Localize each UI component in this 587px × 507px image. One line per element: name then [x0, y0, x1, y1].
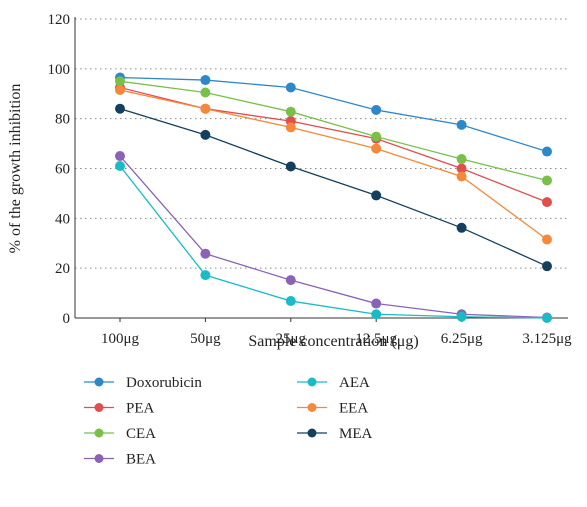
legend-item-bea: BEA [84, 452, 156, 468]
series-line-eea [119, 89, 548, 241]
series-mea [115, 103, 552, 272]
legend-label: PEA [126, 401, 155, 417]
data-point-doxorubicin [371, 104, 382, 115]
data-point-mea [285, 161, 296, 172]
data-point-eea [285, 122, 296, 133]
y-tick-label: 20 [55, 261, 70, 277]
data-point-eea [542, 234, 552, 245]
y-tick-labels: 0 20 40 60 80 100 120 [48, 12, 71, 327]
x-tick-label: 50μg [190, 331, 221, 347]
legend-swatch-marker [94, 403, 104, 412]
grid-lines [75, 18, 568, 269]
legend-swatch-marker [94, 454, 104, 463]
x-tick-label: 6.25μg [441, 331, 483, 347]
series-line-pea [119, 86, 548, 203]
legend-swatch-marker [94, 377, 104, 387]
legend-label: Doxorubicin [126, 375, 202, 391]
y-tick-label: 100 [48, 62, 71, 78]
series-line-bea [119, 155, 548, 319]
data-point-cea [285, 106, 296, 117]
series-eea [115, 85, 552, 245]
data-point-mea [115, 103, 125, 114]
series-line-mea [119, 108, 548, 267]
data-point-eea [200, 103, 211, 114]
y-tick-label: 40 [55, 211, 70, 227]
data-point-mea [200, 129, 211, 140]
data-point-doxorubicin [200, 75, 211, 86]
data-point-doxorubicin [285, 82, 296, 93]
legend-item-aea: AEA [297, 375, 370, 391]
data-point-bea [371, 298, 382, 309]
series-doxorubicin [115, 72, 552, 157]
legend-swatch-marker [307, 403, 317, 412]
y-tick-label: 120 [48, 12, 71, 28]
series-cea [115, 76, 552, 186]
data-point-cea [200, 87, 211, 98]
data-point-cea [542, 175, 552, 186]
y-tick-label: 60 [55, 162, 70, 178]
y-axis-label: % of the growth inhibition [7, 84, 24, 254]
data-point-bea [285, 275, 296, 286]
data-point-mea [371, 190, 382, 201]
legend-swatch-marker [307, 428, 317, 438]
data-point-eea [456, 171, 467, 182]
data-point-mea [456, 222, 467, 233]
x-axis-label: Sample concentration (μg) [248, 333, 418, 350]
axes [74, 17, 568, 319]
data-point-mea [542, 261, 552, 272]
legend-label: EEA [339, 401, 368, 417]
legend: Doxorubicin PEA CEA BEA AEA EEA MEA [84, 375, 373, 468]
x-tick-labels: 100μg 50μg 25μg 12.5μg 6.25μg 3.125μg [101, 318, 572, 347]
x-tick-label: 25μg [276, 331, 307, 347]
y-tick-label: 80 [55, 112, 70, 128]
series-line-aea [119, 165, 548, 319]
legend-label: AEA [339, 375, 370, 391]
legend-label: MEA [339, 426, 373, 442]
series-aea [115, 161, 552, 323]
data-point-cea [115, 76, 125, 87]
series-line-doxorubicin [119, 76, 548, 153]
y-tick-label: 0 [63, 311, 71, 327]
data-point-cea [371, 131, 382, 142]
data-point-aea [200, 270, 211, 281]
legend-label: CEA [126, 426, 156, 442]
data-point-cea [456, 154, 467, 165]
data-point-doxorubicin [542, 146, 552, 157]
data-point-aea [371, 309, 382, 320]
data-point-aea [456, 311, 467, 322]
x-tick-label: 12.5μg [355, 331, 397, 347]
series-line-cea [119, 80, 548, 182]
series-group [115, 72, 552, 323]
series-bea [115, 151, 552, 323]
series-pea [115, 82, 552, 208]
data-point-eea [115, 85, 125, 96]
legend-item-pea: PEA [84, 401, 155, 417]
data-point-pea [542, 197, 552, 208]
data-point-pea [456, 163, 467, 174]
legend-label: BEA [126, 452, 156, 468]
data-point-doxorubicin [456, 119, 467, 130]
legend-swatch-marker [94, 428, 104, 438]
data-point-aea [542, 313, 552, 323]
legend-item-mea: MEA [297, 426, 373, 442]
data-point-bea [200, 248, 211, 259]
x-tick-label: 100μg [101, 331, 140, 347]
data-point-aea [115, 161, 125, 172]
legend-item-cea: CEA [84, 426, 156, 442]
data-point-eea [371, 143, 382, 154]
data-point-bea [115, 151, 125, 162]
legend-swatch-marker [307, 377, 317, 387]
legend-item-doxorubicin: Doxorubicin [84, 375, 202, 391]
legend-item-eea: EEA [297, 401, 368, 417]
x-tick-label: 3.125μg [522, 331, 572, 347]
data-point-aea [285, 296, 296, 307]
